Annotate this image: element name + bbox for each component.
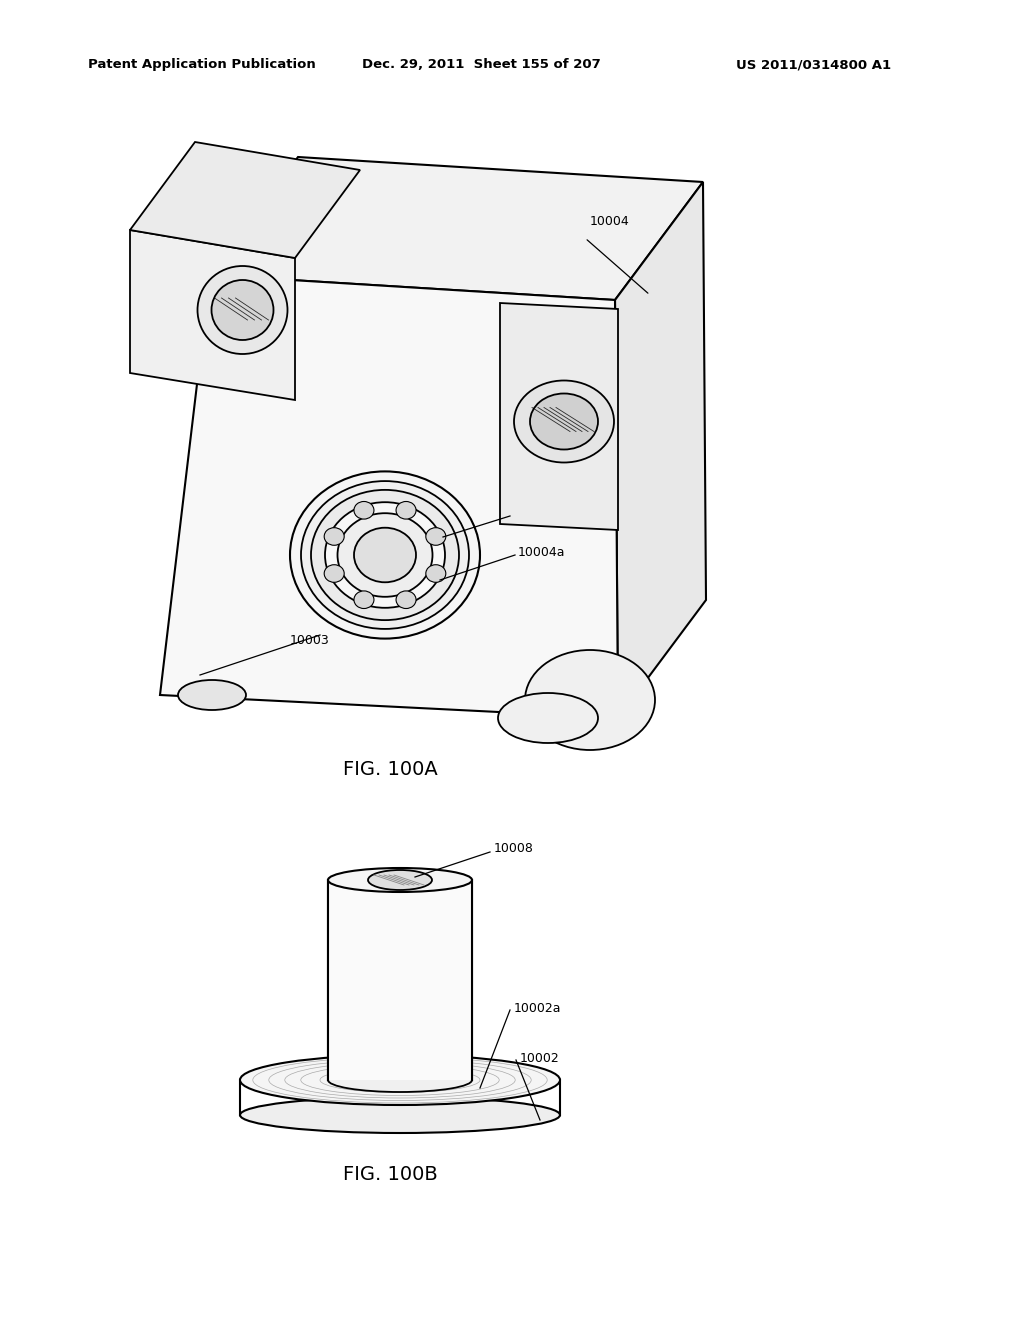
- Ellipse shape: [290, 471, 480, 639]
- Ellipse shape: [328, 869, 472, 892]
- Ellipse shape: [325, 502, 445, 607]
- Ellipse shape: [325, 565, 344, 582]
- Text: FIG. 100A: FIG. 100A: [343, 760, 437, 779]
- Ellipse shape: [325, 528, 344, 545]
- Text: 10002: 10002: [520, 1052, 560, 1064]
- Ellipse shape: [368, 870, 432, 890]
- Text: Patent Application Publication: Patent Application Publication: [88, 58, 315, 71]
- Ellipse shape: [354, 528, 416, 582]
- Text: Dec. 29, 2011  Sheet 155 of 207: Dec. 29, 2011 Sheet 155 of 207: [362, 58, 601, 71]
- Ellipse shape: [301, 480, 469, 628]
- Ellipse shape: [240, 1055, 560, 1105]
- Polygon shape: [160, 275, 618, 718]
- Ellipse shape: [354, 591, 374, 609]
- Ellipse shape: [311, 490, 459, 620]
- Text: 10004a: 10004a: [518, 546, 565, 560]
- Text: 10003: 10003: [290, 634, 330, 647]
- Bar: [328, 880, 472, 1080]
- Polygon shape: [615, 182, 706, 718]
- Polygon shape: [210, 157, 703, 300]
- Ellipse shape: [240, 1097, 560, 1133]
- Text: 10002a: 10002a: [514, 1002, 561, 1015]
- Ellipse shape: [198, 267, 288, 354]
- Ellipse shape: [354, 502, 374, 519]
- Text: 10004: 10004: [590, 215, 630, 228]
- Ellipse shape: [525, 649, 655, 750]
- Ellipse shape: [328, 1068, 472, 1092]
- Text: 10008: 10008: [494, 842, 534, 854]
- Ellipse shape: [178, 680, 246, 710]
- Polygon shape: [130, 230, 295, 400]
- Text: 10021: 10021: [513, 506, 553, 519]
- Text: FIG. 100B: FIG. 100B: [343, 1166, 437, 1184]
- Ellipse shape: [426, 565, 445, 582]
- Ellipse shape: [426, 528, 445, 545]
- Ellipse shape: [498, 693, 598, 743]
- Polygon shape: [500, 304, 618, 531]
- Ellipse shape: [530, 393, 598, 450]
- Text: US 2011/0314800 A1: US 2011/0314800 A1: [736, 58, 891, 71]
- Ellipse shape: [396, 591, 416, 609]
- Ellipse shape: [338, 513, 432, 597]
- Ellipse shape: [514, 380, 614, 462]
- Polygon shape: [130, 143, 360, 257]
- Ellipse shape: [396, 502, 416, 519]
- Ellipse shape: [212, 280, 273, 341]
